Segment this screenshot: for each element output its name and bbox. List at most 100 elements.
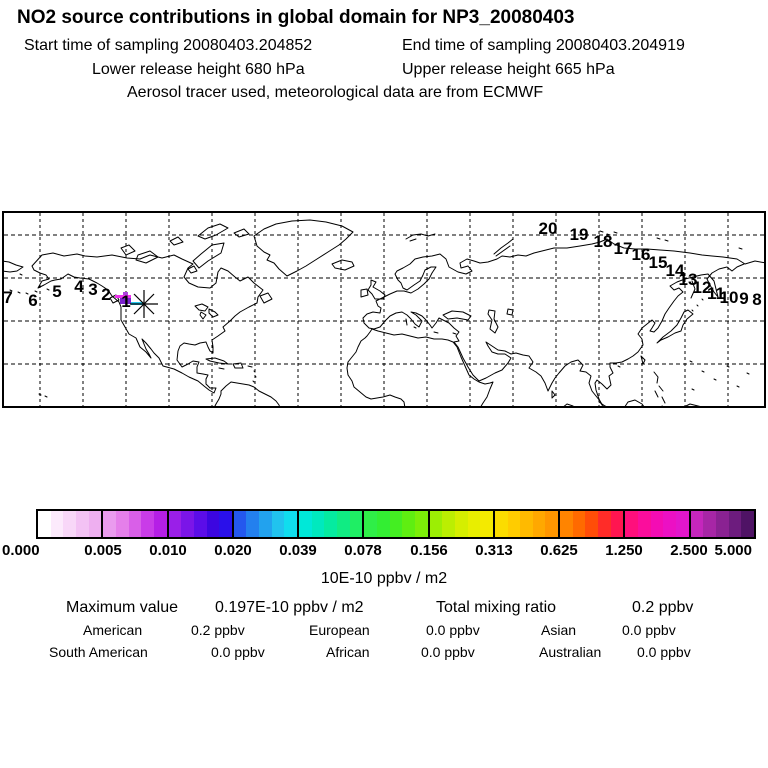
colorbar-cell: [703, 511, 716, 537]
colorbar-tick-label: 5.000: [714, 542, 752, 559]
colorbar-segment: [364, 511, 430, 537]
max-value: 0.197E-10 ppbv / m2: [215, 599, 364, 616]
region-value: 0.2 ppbv: [191, 622, 245, 638]
colorbar-tick-label: 0.625: [540, 542, 578, 559]
colorbar-cell: [741, 511, 754, 537]
colorbar-cell: [507, 511, 521, 537]
colorbar-cell: [545, 511, 559, 537]
region-value: 0.0 ppbv: [421, 644, 475, 660]
trajectory-hour-label: 6: [28, 291, 37, 310]
colorbar-cell: [663, 511, 677, 537]
trajectory-hour-label: 19: [570, 225, 589, 244]
colorbar-cell: [193, 511, 207, 537]
colorbar-cell: [181, 511, 194, 537]
colorbar-segment: [38, 511, 104, 537]
colorbar-segment: [690, 511, 754, 537]
region-value: 0.0 ppbv: [211, 644, 265, 660]
colorbar-tick-label: 0.020: [214, 542, 252, 559]
colorbar-cell: [572, 511, 586, 537]
colorbar-cell: [598, 511, 611, 537]
colorbar-cell: [311, 511, 325, 537]
colorbar-cell: [337, 511, 350, 537]
colorbar-tick-label: 0.000: [2, 542, 40, 559]
colorbar-cell: [115, 511, 129, 537]
region-value: 0.0 ppbv: [426, 622, 480, 638]
colorbar-segment: [494, 511, 561, 537]
trajectory-hour-label: 17: [614, 239, 633, 258]
trajectory-hour-label: 16: [632, 245, 651, 264]
region-name: African: [326, 644, 370, 660]
colorbar-cell: [429, 511, 443, 537]
colorbar-cell: [324, 511, 338, 537]
trajectory-hour-label: 2: [101, 285, 110, 304]
region-name: Asian: [541, 622, 577, 638]
coastlines: [1, 219, 767, 409]
colorbar-cell: [75, 511, 89, 537]
trajectory-hour-label: 7: [3, 288, 12, 307]
trajectory-hour-label: 10: [720, 288, 739, 307]
total-mixing-ratio-label: Total mixing ratio: [436, 599, 557, 616]
colorbar-cell: [442, 511, 455, 537]
world-map: 20 19 18 17 16 15 14 13 12 11 10 9 8 7 6 5 4 3 2 1: [1, 211, 767, 409]
lower-release-height-text: Lower release height 680 hPa: [92, 61, 305, 78]
colorbar-cell: [38, 511, 51, 537]
trajectory-hour-label: 5: [52, 282, 61, 301]
colorbar-cell: [414, 511, 428, 537]
trajectory-hour-label: 1: [121, 292, 130, 311]
colorbar-cell: [103, 511, 116, 537]
region-name: South American: [49, 644, 148, 660]
colorbar-segment: [233, 511, 300, 537]
colorbar-tick-label: 0.010: [149, 542, 187, 559]
colorbar-cell: [402, 511, 415, 537]
colorbar-cell: [233, 511, 247, 537]
colorbar-cell: [271, 511, 285, 537]
colorbar-tick-label: 2.500: [670, 542, 708, 559]
colorbar-cell: [715, 511, 729, 537]
colorbar-cell: [349, 511, 363, 537]
region-name: Australian: [539, 644, 602, 660]
colorbar-unit-label: 10E-10 ppbv / m2: [320, 570, 448, 587]
trajectory-hour-label: 18: [594, 232, 613, 251]
trajectory-hour-label: 8: [752, 290, 761, 309]
colorbar-cell: [494, 511, 508, 537]
trajectory-hour-label: 3: [88, 280, 97, 299]
colorbar-tick-label: 0.005: [84, 542, 122, 559]
colorbar-segment: [168, 511, 234, 537]
trajectory-hour-label: 12: [693, 278, 712, 297]
colorbar-segment: [103, 511, 169, 537]
colorbar-cell: [50, 511, 64, 537]
colorbar-segment: [560, 511, 626, 537]
colorbar-cell: [141, 511, 154, 537]
colorbar-cell: [299, 511, 312, 537]
colorbar-cell: [532, 511, 546, 537]
colorbar-cell: [153, 511, 167, 537]
colorbar-cell: [454, 511, 468, 537]
total-mixing-ratio-value: 0.2 ppbv: [632, 599, 694, 616]
colorbar-cell: [638, 511, 651, 537]
colorbar-cell: [88, 511, 102, 537]
region-name: European: [309, 622, 370, 638]
colorbar-segment: [299, 511, 365, 537]
colorbar-cell: [376, 511, 390, 537]
colorbar-segment: [429, 511, 495, 537]
tracer-note-text: Aerosol tracer used, meteorological data…: [127, 84, 544, 101]
colorbar-cell: [560, 511, 573, 537]
colorbar-tick-label: 0.078: [344, 542, 382, 559]
colorbar-tick-label: 1.250: [605, 542, 643, 559]
colorbar: [36, 509, 756, 539]
colorbar-segment: [625, 511, 691, 537]
region-value: 0.0 ppbv: [637, 644, 691, 660]
colorbar-cell: [625, 511, 639, 537]
page-title: NO2 source contributions in global domai…: [17, 7, 575, 28]
colorbar-cell: [676, 511, 689, 537]
trajectory-hour-label: 11: [707, 284, 725, 303]
start-time-text: Start time of sampling 20080403.204852: [24, 37, 313, 54]
colorbar-cell: [585, 511, 599, 537]
region-value: 0.0 ppbv: [622, 622, 676, 638]
trajectory-hour-label: 20: [539, 219, 558, 238]
end-time-text: End time of sampling 20080403.204919: [402, 37, 685, 54]
colorbar-cell: [284, 511, 298, 537]
colorbar-tick-label: 0.313: [475, 542, 513, 559]
